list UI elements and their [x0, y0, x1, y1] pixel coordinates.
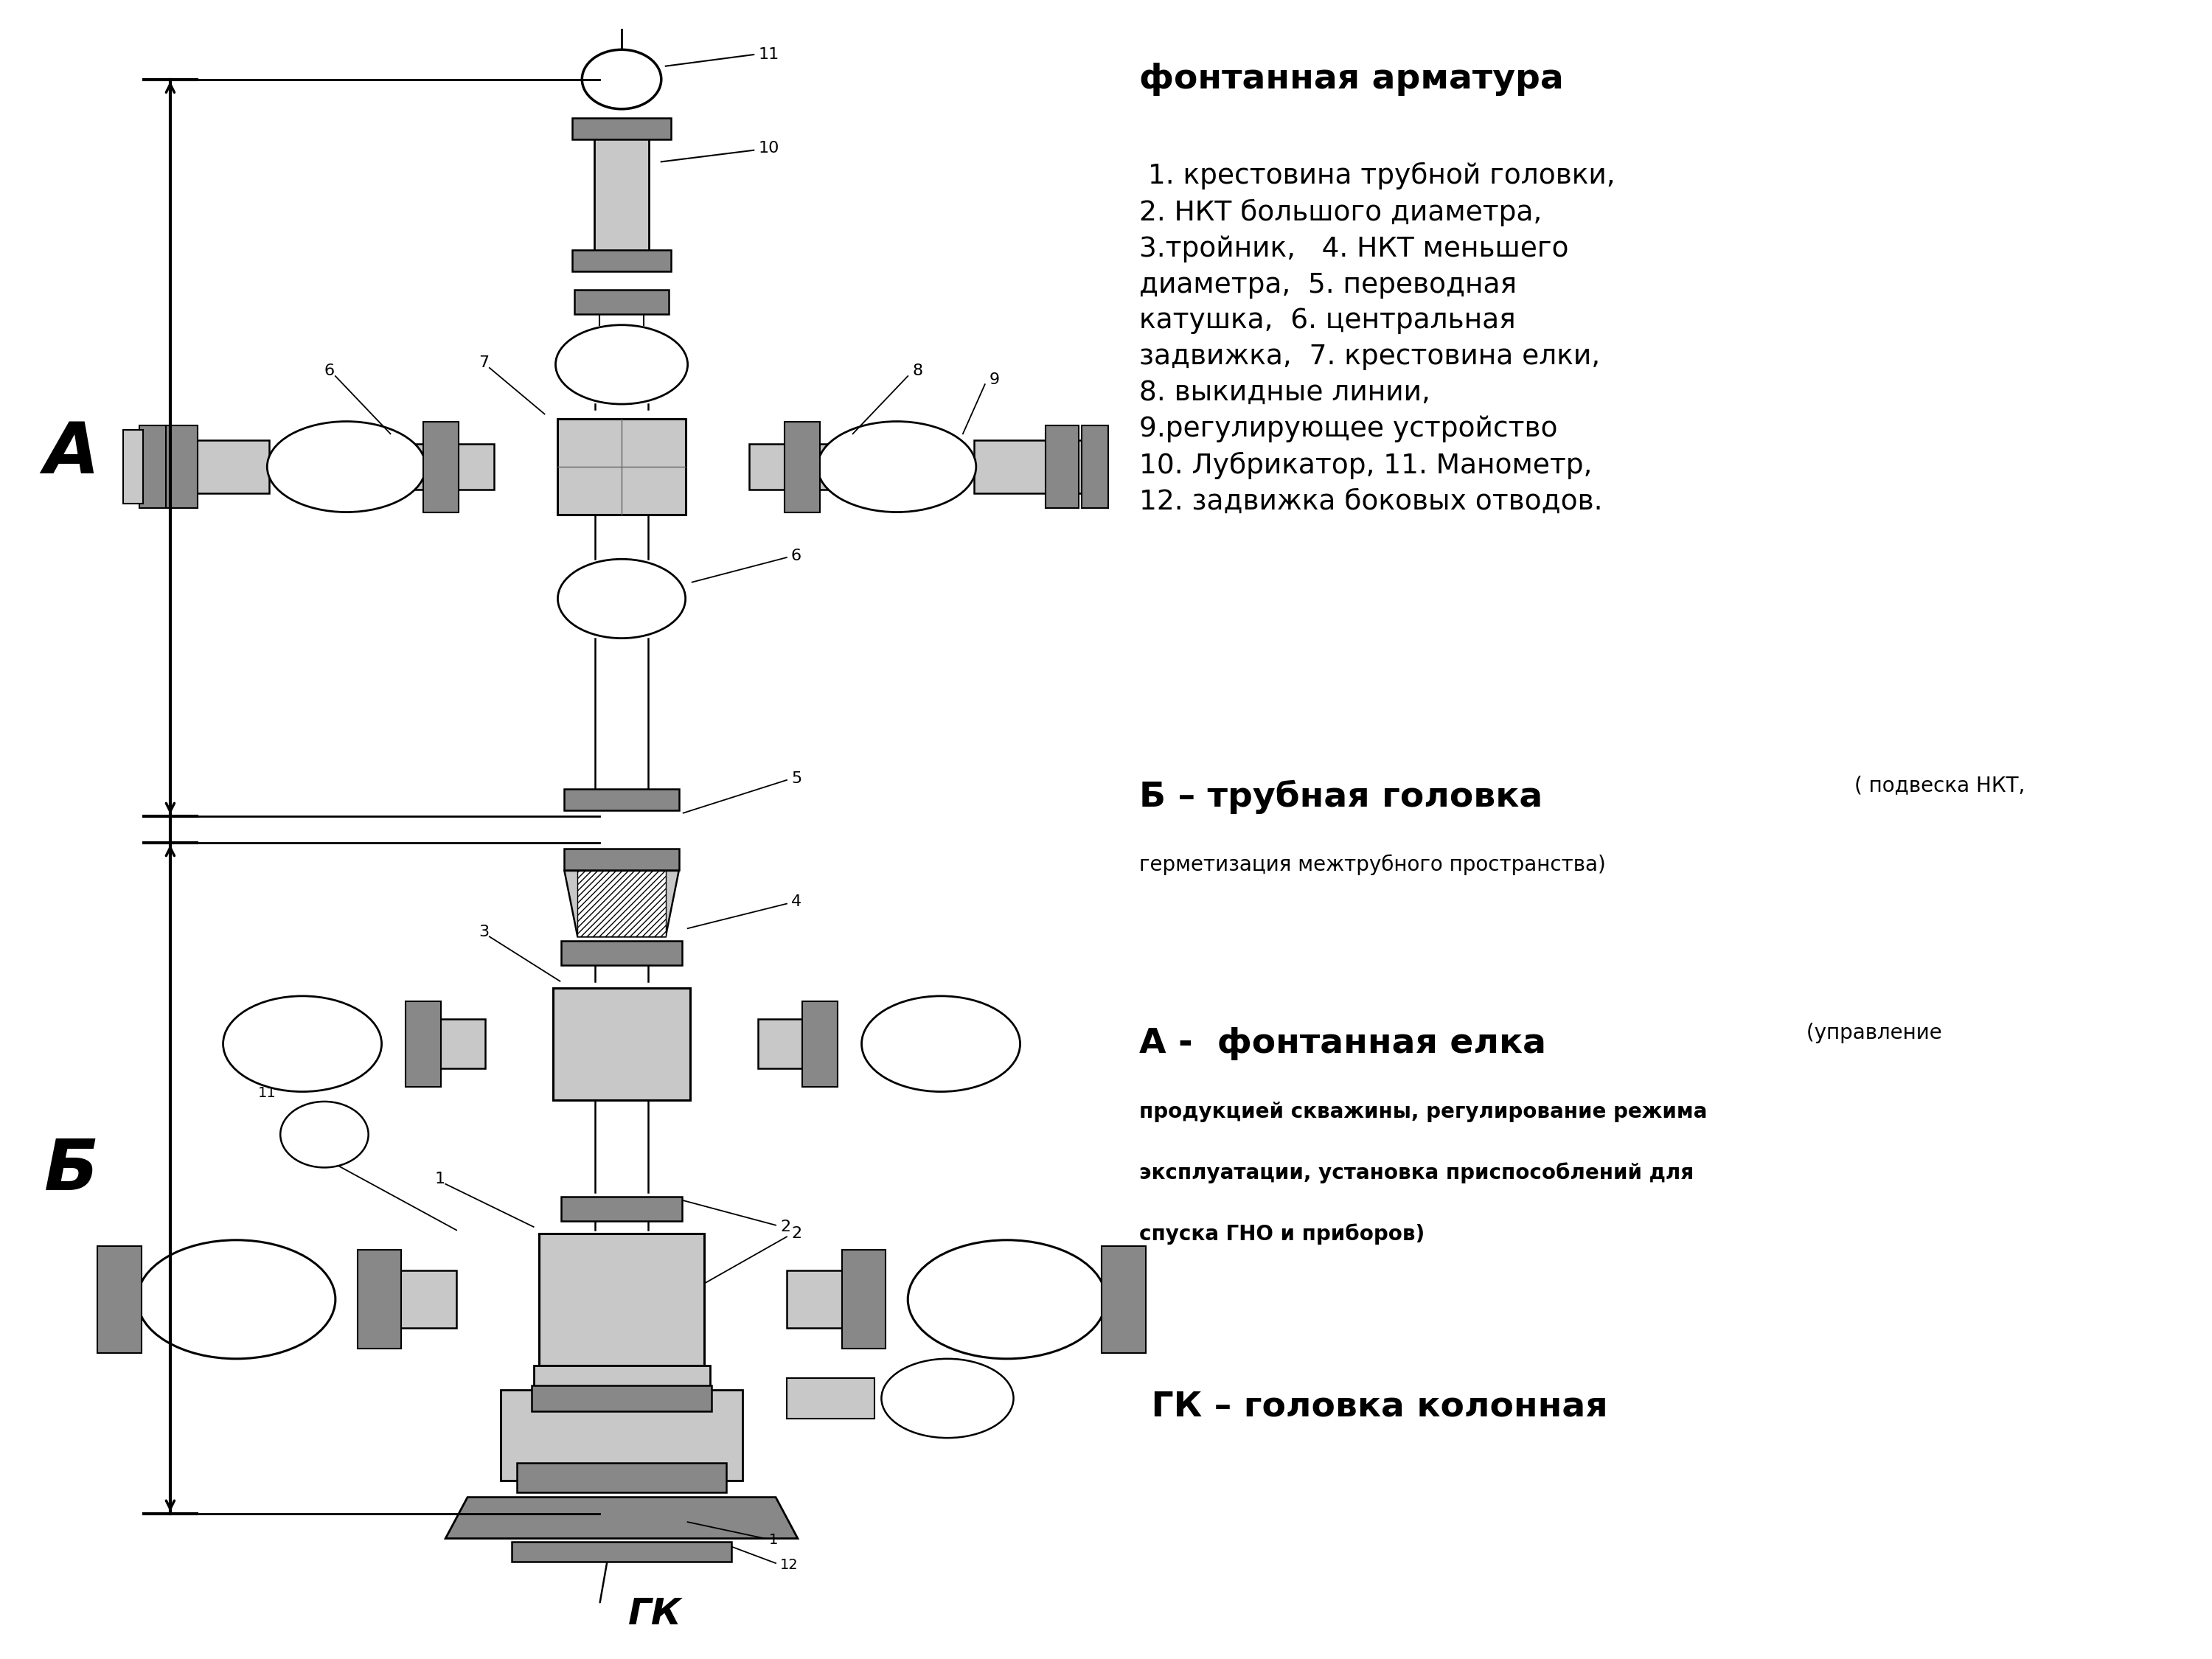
Text: эксплуатации, установка приспособлений для: эксплуатации, установка приспособлений д…: [1139, 1163, 1694, 1183]
Bar: [573, 251, 670, 272]
Ellipse shape: [268, 421, 425, 513]
Text: продукцией скважины, регулирование режима: продукцией скважины, регулирование режим…: [1139, 1102, 1708, 1121]
Circle shape: [281, 1102, 369, 1168]
Text: герметизация межтрубного пространства): герметизация межтрубного пространства): [1139, 854, 1606, 876]
Bar: [787, 1377, 874, 1418]
Text: 10: 10: [759, 141, 779, 156]
Bar: [418, 1019, 484, 1068]
Ellipse shape: [880, 1359, 1013, 1438]
Bar: [511, 1541, 732, 1561]
Polygon shape: [445, 1496, 799, 1538]
Bar: [562, 941, 681, 966]
Bar: [405, 1000, 440, 1087]
Text: 5: 5: [792, 771, 801, 786]
Bar: [1102, 1246, 1146, 1354]
Ellipse shape: [557, 559, 686, 639]
Text: 2: 2: [781, 1219, 790, 1234]
Polygon shape: [564, 871, 679, 937]
Bar: [564, 848, 679, 869]
Bar: [97, 1246, 142, 1354]
Text: фонтанная арматура: фонтанная арматура: [1139, 63, 1564, 96]
Text: 1: 1: [770, 1533, 779, 1548]
Ellipse shape: [223, 995, 383, 1092]
Text: 11: 11: [259, 1087, 276, 1100]
Bar: [577, 871, 666, 937]
Text: ( подвеска НКТ,: ( подвеска НКТ,: [1854, 775, 2026, 796]
Bar: [405, 443, 493, 489]
Bar: [540, 1233, 703, 1365]
Ellipse shape: [818, 421, 975, 513]
Bar: [159, 440, 270, 493]
Text: 8: 8: [911, 363, 922, 378]
Bar: [378, 1271, 456, 1329]
Ellipse shape: [907, 1239, 1106, 1359]
Text: 9: 9: [989, 372, 1000, 387]
Text: ГК: ГК: [628, 1596, 681, 1631]
Text: спуска ГНО и приборов): спуска ГНО и приборов): [1139, 1224, 1425, 1244]
Bar: [562, 1196, 681, 1221]
Text: (управление: (управление: [1801, 1022, 1942, 1044]
Bar: [1082, 426, 1108, 508]
Bar: [573, 118, 670, 139]
Bar: [1046, 426, 1079, 508]
Bar: [750, 443, 838, 489]
Bar: [973, 440, 1084, 493]
Text: 1: 1: [434, 1171, 445, 1186]
Text: 2: 2: [792, 1226, 801, 1241]
Bar: [164, 426, 197, 508]
Text: 6: 6: [792, 549, 801, 562]
Bar: [422, 421, 458, 513]
Text: 4: 4: [792, 894, 801, 909]
Bar: [553, 987, 690, 1100]
Text: 3: 3: [478, 924, 489, 939]
Bar: [531, 1385, 712, 1412]
Bar: [785, 421, 821, 513]
Text: 7: 7: [478, 355, 489, 370]
Text: 1. крестовина трубной головки,
2. НКТ большого диаметра,
3.тройник,   4. НКТ мен: 1. крестовина трубной головки, 2. НКТ бо…: [1139, 161, 1615, 516]
Bar: [564, 790, 679, 811]
Bar: [843, 1249, 885, 1349]
Ellipse shape: [137, 1239, 336, 1359]
Polygon shape: [500, 1365, 743, 1481]
Circle shape: [582, 50, 661, 109]
Bar: [518, 1463, 726, 1493]
Bar: [759, 1019, 825, 1068]
Bar: [124, 430, 144, 504]
Bar: [575, 290, 668, 314]
Bar: [358, 1249, 400, 1349]
Bar: [139, 426, 166, 508]
Text: Б: Б: [44, 1136, 100, 1204]
Bar: [595, 121, 648, 269]
Text: Б – трубная головка: Б – трубная головка: [1139, 780, 1542, 815]
Ellipse shape: [555, 325, 688, 405]
Text: 11: 11: [759, 46, 779, 61]
Text: А -  фонтанная елка: А - фонтанная елка: [1139, 1027, 1546, 1060]
Text: А: А: [44, 420, 100, 488]
Bar: [787, 1271, 867, 1329]
Text: 12: 12: [781, 1558, 799, 1571]
Text: ГК – головка колонная: ГК – головка колонная: [1139, 1390, 1608, 1423]
Ellipse shape: [863, 995, 1020, 1092]
Bar: [557, 420, 686, 514]
Text: 6: 6: [325, 363, 334, 378]
Bar: [803, 1000, 838, 1087]
